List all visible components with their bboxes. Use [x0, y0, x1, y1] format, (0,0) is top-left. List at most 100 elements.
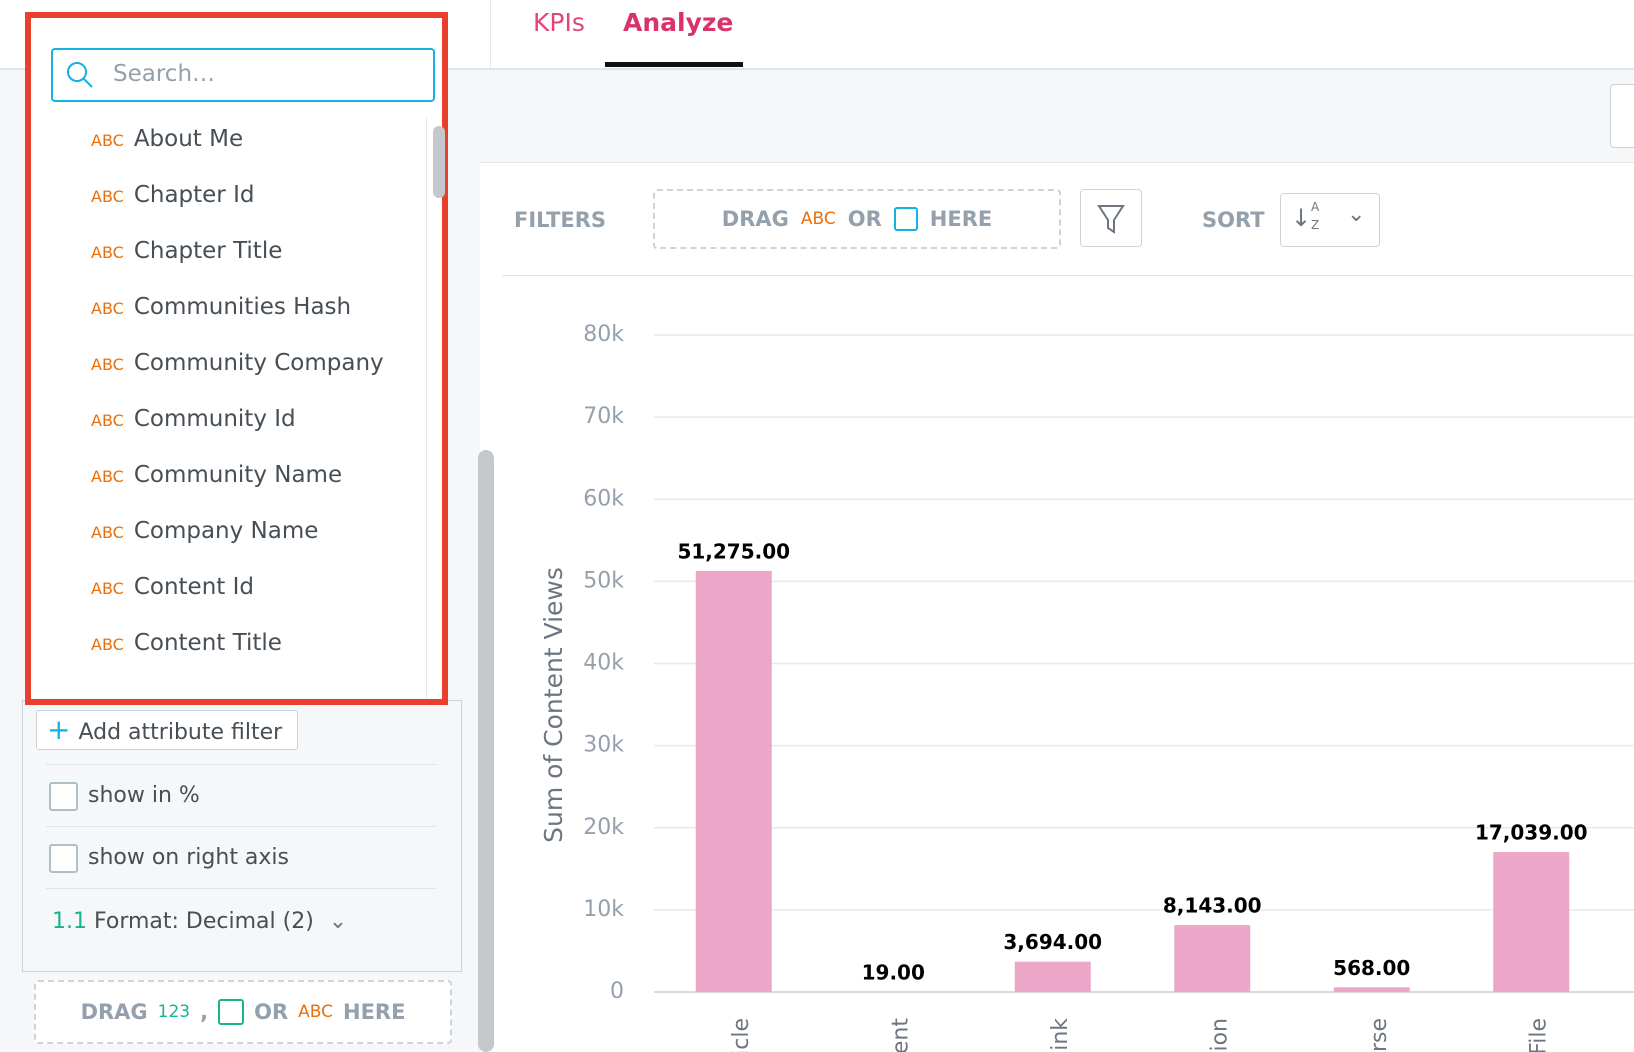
chevron: ⌄ — [1347, 202, 1366, 227]
calc-icon — [218, 999, 245, 1025]
tab-underline — [605, 62, 743, 67]
sort-arrow: ↓ — [1291, 204, 1312, 232]
attribute-type: ABC — [91, 355, 124, 374]
list-divider — [426, 118, 427, 698]
measure-type: 123 — [157, 1002, 191, 1022]
x-tick-label: urse — [1367, 1018, 1392, 1052]
checkbox[interactable] — [49, 782, 78, 811]
drop-text: OR — [847, 207, 882, 231]
filter-drop-zone[interactable]: DRAG ABC OR HERE — [653, 189, 1061, 249]
attribute-name: Content Id — [133, 574, 254, 600]
attribute-type: ABC — [91, 299, 124, 318]
attribute-name: About Me — [133, 126, 244, 152]
attribute-name: Communities Hash — [133, 294, 352, 320]
attribute-item[interactable]: ABC Community Name — [91, 462, 342, 488]
x-tick-label: ent — [888, 1018, 913, 1052]
attribute-name: Community Id — [133, 406, 296, 432]
data-label: 568.00 — [1333, 956, 1410, 980]
y-tick-label: 10k — [583, 897, 624, 922]
drop-text: HERE — [929, 207, 993, 231]
y-tick-label: 70k — [583, 404, 624, 429]
attribute-name: Chapter Title — [133, 238, 283, 264]
y-tick-label: 50k — [583, 568, 624, 593]
drop-text: DRAG — [721, 207, 789, 231]
attribute-name: Company Name — [133, 518, 319, 544]
divider — [46, 764, 436, 765]
toggle-button[interactable] — [1610, 84, 1634, 148]
attribute-dropdown: Search… ABC About Me ABC Chapter Id ABC Chapt… — [25, 12, 448, 705]
bar — [1333, 987, 1410, 992]
x-tick-label: icle — [729, 1018, 754, 1052]
bar — [1174, 925, 1251, 992]
attribute-item[interactable]: ABC Content Title — [91, 630, 282, 656]
attribute-type: ABC — [91, 411, 124, 430]
format-dropdown[interactable]: 1.1 Format: Decimal (2) ⌄ — [52, 909, 347, 934]
filter-button[interactable] — [1080, 189, 1142, 247]
attribute-item[interactable]: ABC Community Id — [91, 406, 296, 432]
attribute-type: ABC — [91, 635, 124, 654]
search-icon — [67, 62, 93, 88]
attribute-type: ABC — [91, 187, 124, 206]
attribute-type: ABC — [91, 243, 124, 262]
chevron: ⌄ — [328, 909, 348, 934]
add-filter-button[interactable]: + Add attribute filter — [36, 710, 298, 750]
attribute-name: Chapter Id — [133, 182, 255, 208]
divider — [502, 275, 1634, 276]
format-icon: 1.1 — [52, 909, 87, 934]
filters-label: FILTERS — [514, 208, 607, 232]
funnel-icon — [1097, 205, 1125, 234]
attribute-type: ABC — [800, 209, 836, 229]
divider — [46, 826, 436, 827]
sort-dropdown[interactable]: ↓ A Z ⌄ — [1280, 193, 1380, 247]
attribute-item[interactable]: ABC Chapter Id — [91, 182, 254, 208]
attribute-name: Community Company — [133, 350, 384, 376]
divider — [490, 0, 491, 68]
y-tick-label: 20k — [583, 815, 624, 840]
sort-icon-text: A — [1311, 200, 1320, 214]
bar — [1014, 961, 1091, 992]
checkbox-label: show in % — [88, 783, 200, 808]
sort-icon-text: Z — [1311, 218, 1320, 232]
y-tick-label: 30k — [583, 733, 624, 758]
data-label: 3,694.00 — [1003, 930, 1102, 954]
attribute-item[interactable]: ABC Community Company — [91, 350, 384, 376]
attribute-item[interactable]: ABC Chapter Title — [91, 238, 282, 264]
x-tick-label: File — [1526, 1018, 1551, 1052]
drop-text: HERE — [343, 1000, 406, 1024]
search-box[interactable]: Search… — [51, 48, 435, 102]
checkbox[interactable] — [49, 844, 78, 873]
bar — [1493, 852, 1570, 992]
checkbox-label: show on right axis — [88, 845, 290, 870]
attribute-type: ABC — [91, 523, 124, 542]
format-label: Format: Decimal (2) — [94, 909, 314, 934]
data-label: 19.00 — [862, 960, 925, 984]
tab[interactable]: KPIs — [533, 8, 585, 37]
y-tick-label: 80k — [583, 322, 624, 347]
drop-zone[interactable]: DRAG 123 , OR ABC HERE — [34, 980, 452, 1044]
attribute-item[interactable]: ABC Company Name — [91, 518, 318, 544]
plus-icon: + — [47, 713, 71, 746]
attribute-type: ABC — [91, 131, 124, 150]
tab-active[interactable]: Analyze — [623, 8, 734, 37]
data-label: 51,275.00 — [677, 539, 790, 563]
drop-text: OR — [254, 1000, 289, 1024]
date-icon — [893, 207, 918, 231]
attribute-item[interactable]: ABC Communities Hash — [91, 294, 351, 320]
divider — [46, 888, 436, 889]
y-tick-label: 40k — [583, 651, 624, 676]
search-placeholder: Search… — [113, 61, 216, 87]
attribute-item[interactable]: ABC About Me — [91, 126, 243, 152]
x-tick-label: ink — [1048, 1018, 1073, 1051]
attribute-type: ABC — [91, 467, 124, 486]
data-label: 17,039.00 — [1475, 821, 1588, 845]
attribute-type: ABC — [91, 579, 124, 598]
list-scrollbar — [433, 126, 445, 198]
attribute-type: ABC — [298, 1002, 333, 1022]
drop-text: , — [200, 1000, 209, 1024]
attribute-item[interactable]: ABC Content Id — [91, 574, 254, 600]
data-label: 8,143.00 — [1163, 894, 1262, 918]
x-tick-label: ion — [1207, 1018, 1232, 1052]
drop-text: DRAG — [80, 1000, 148, 1024]
